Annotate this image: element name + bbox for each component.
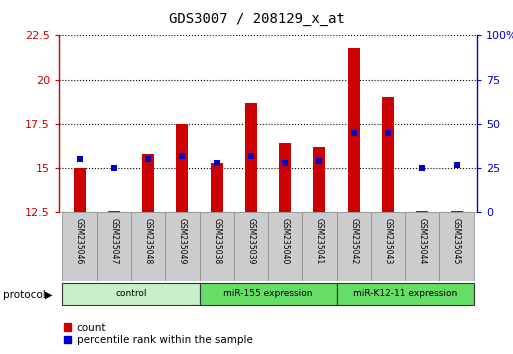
Text: ▶: ▶ [45, 290, 53, 299]
Text: GDS3007 / 208129_x_at: GDS3007 / 208129_x_at [169, 12, 344, 27]
Text: GSM235043: GSM235043 [384, 218, 392, 264]
Bar [279, 143, 291, 212]
Bar [200, 212, 234, 281]
Text: GSM235048: GSM235048 [144, 218, 152, 264]
Bar [337, 282, 473, 305]
Text: GSM235046: GSM235046 [75, 218, 84, 264]
Bar [337, 212, 371, 281]
Bar [313, 147, 325, 212]
Bar [165, 212, 200, 281]
Bar [200, 282, 337, 305]
Text: GSM235038: GSM235038 [212, 218, 221, 264]
Bar [416, 211, 428, 212]
Text: GSM235040: GSM235040 [281, 218, 290, 264]
Bar [176, 124, 188, 212]
Bar [348, 48, 360, 212]
Bar [96, 212, 131, 281]
Text: GSM235049: GSM235049 [178, 218, 187, 264]
Bar [371, 212, 405, 281]
Bar [234, 212, 268, 281]
Bar [302, 212, 337, 281]
Text: GSM235041: GSM235041 [315, 218, 324, 264]
Text: GSM235039: GSM235039 [246, 218, 255, 264]
Text: GSM235045: GSM235045 [452, 218, 461, 264]
Text: miR-155 expression: miR-155 expression [223, 289, 313, 298]
Text: GSM235044: GSM235044 [418, 218, 427, 264]
Legend: count, percentile rank within the sample: count, percentile rank within the sample [64, 322, 252, 345]
Bar [142, 154, 154, 212]
Text: GSM235047: GSM235047 [109, 218, 119, 264]
Bar [108, 211, 120, 212]
Bar [440, 212, 473, 281]
Bar [450, 211, 463, 212]
Bar [382, 97, 394, 212]
Text: control: control [115, 289, 147, 298]
Bar [405, 212, 440, 281]
Bar [245, 103, 257, 212]
Bar [73, 168, 86, 212]
Text: miR-K12-11 expression: miR-K12-11 expression [353, 289, 457, 298]
Text: protocol: protocol [3, 290, 45, 299]
Bar [63, 282, 200, 305]
Bar [211, 163, 223, 212]
Bar [131, 212, 165, 281]
Bar [63, 212, 96, 281]
Text: GSM235042: GSM235042 [349, 218, 358, 264]
Bar [268, 212, 302, 281]
